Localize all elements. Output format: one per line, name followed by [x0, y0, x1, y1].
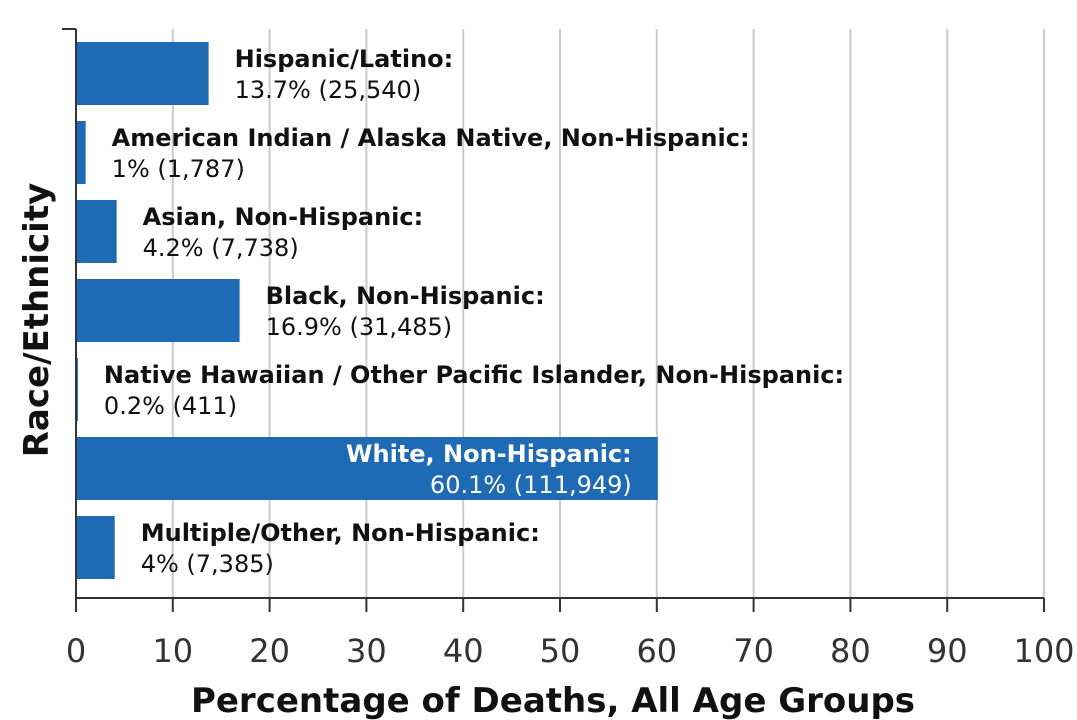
bar: [76, 42, 209, 105]
bar-category-label: Black, Non-Hispanic:: [266, 282, 545, 310]
bar: [76, 121, 86, 184]
x-tick-label: 30: [346, 632, 387, 670]
bar-category-label: Native Hawaiian / Other Pacific Islander…: [104, 361, 844, 389]
grid-lines: [171, 29, 1045, 598]
x-tick-label: 100: [1013, 632, 1074, 670]
x-tick-label: 20: [249, 632, 290, 670]
bar-value-label: 60.1% (111,949): [430, 471, 632, 499]
bar: [76, 437, 658, 500]
bar: [76, 200, 117, 263]
data-labels: Hispanic/Latino: 13.7% (25,540) American I…: [104, 45, 844, 578]
bar-value-label: 16.9% (31,485): [266, 313, 453, 341]
bar-value-label: 4.2% (7,738): [143, 234, 299, 262]
bars: [76, 42, 658, 579]
bar: [76, 516, 115, 579]
bar-category-label: White, Non-Hispanic:: [346, 440, 632, 468]
x-tick-label: 60: [636, 632, 677, 670]
x-tick-label: 10: [152, 632, 193, 670]
bar-category-label: Asian, Non-Hispanic:: [143, 203, 424, 231]
x-tick-label: 70: [733, 632, 774, 670]
x-tick-label: 40: [443, 632, 484, 670]
bar: [76, 279, 240, 342]
x-tick-label: 80: [830, 632, 871, 670]
x-ticks: 0 10 20 30 40 50 60 70 80 90 100: [66, 598, 1075, 670]
bar-value-label: 4% (7,385): [141, 550, 274, 578]
bar-category-label: Multiple/Other, Non-Hispanic:: [141, 519, 540, 547]
bar-category-label: American Indian / Alaska Native, Non-His…: [112, 124, 750, 152]
bar-value-label: 13.7% (25,540): [235, 76, 422, 104]
y-axis-title: Race/Ethnicity: [17, 183, 57, 458]
x-axis-title: Percentage of Deaths, All Age Groups: [191, 681, 915, 720]
bar-value-label: 1% (1,787): [112, 155, 245, 183]
x-tick-label: 50: [540, 632, 581, 670]
bar-value-label: 0.2% (411): [104, 392, 237, 420]
x-tick-label: 0: [66, 632, 86, 670]
x-tick-label: 90: [927, 632, 968, 670]
bar-category-label: Hispanic/Latino:: [235, 45, 454, 73]
